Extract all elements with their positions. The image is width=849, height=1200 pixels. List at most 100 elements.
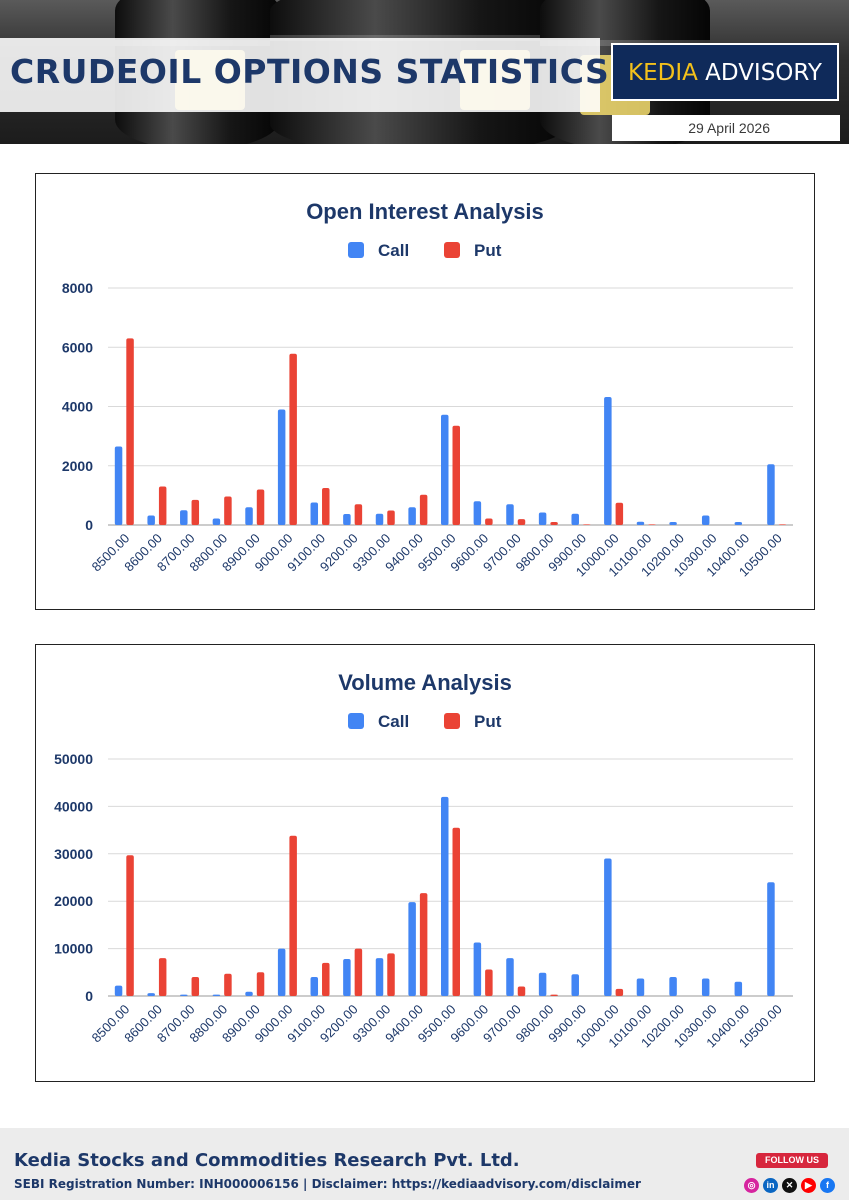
bar-put (452, 425, 460, 525)
bar-put (158, 486, 167, 525)
chart-title: Open Interest Analysis (306, 199, 544, 224)
bar-put (387, 953, 395, 996)
instagram-icon[interactable]: ◎ (744, 1178, 759, 1193)
bar-call (473, 942, 482, 996)
y-tick-label: 0 (85, 517, 93, 533)
bar-call (114, 985, 123, 996)
bar-put (550, 994, 558, 996)
bar-call (212, 994, 221, 996)
legend-swatch-put (444, 713, 460, 729)
follow-us-label: FOLLOW US (756, 1153, 828, 1168)
brand-logo: KEDIA ADVISORY (611, 43, 839, 101)
bar-call (571, 513, 579, 525)
open-interest-chart: Open Interest Analysis Call Put 0 2000 4000 60… (62, 199, 793, 579)
y-tick-label: 0 (85, 988, 93, 1004)
y-tick-label: 2000 (62, 458, 93, 474)
volume-chart-panel: Volume Analysis Call Put 0 10000 20000 30000 40… (35, 644, 815, 1082)
bar-call (701, 978, 710, 996)
chart-title: Volume Analysis (338, 670, 512, 695)
bar-put (615, 988, 624, 996)
bar-call (180, 510, 188, 525)
bar-call (767, 464, 775, 525)
bar-put (322, 962, 330, 996)
linkedin-icon[interactable]: in (763, 1178, 778, 1193)
bar-put (289, 835, 297, 996)
legend-label-call: Call (378, 241, 409, 260)
bar-call (375, 513, 384, 525)
bar-put (485, 518, 493, 525)
bar-call (277, 409, 286, 525)
bar-call (441, 796, 449, 996)
facebook-icon[interactable]: f (820, 1178, 835, 1193)
bar-call (212, 518, 221, 525)
bar-put (126, 338, 134, 525)
bar-call (473, 501, 482, 525)
bar-put (158, 958, 167, 996)
bar-put (224, 973, 232, 996)
legend-swatch-call (348, 242, 364, 258)
y-tick-label: 4000 (62, 399, 93, 415)
bar-call (669, 522, 677, 525)
bar-call (408, 507, 416, 525)
bar-call (245, 507, 253, 525)
bar-put (322, 487, 330, 525)
y-tick-label: 20000 (54, 893, 93, 909)
report-date: 29 April 2026 (688, 120, 770, 136)
y-tick-label: 10000 (54, 941, 93, 957)
legend-label-put: Put (474, 241, 502, 260)
x-icon[interactable]: ✕ (782, 1178, 797, 1193)
bar-put (550, 522, 558, 525)
bar-call (538, 512, 547, 525)
bar-put (256, 972, 265, 996)
bar-put (778, 524, 787, 525)
social-links: ◎ in ✕ ▶ f (744, 1178, 836, 1194)
bar-put (648, 524, 656, 525)
brand-primary: KEDIA (628, 60, 698, 86)
bar-call (245, 991, 253, 996)
y-tick-label: 8000 (62, 280, 93, 296)
youtube-icon[interactable]: ▶ (801, 1178, 816, 1193)
bar-call (343, 959, 351, 996)
bar-call (343, 514, 351, 525)
brand-secondary: ADVISORY (697, 60, 822, 86)
bar-put (452, 827, 460, 996)
bar-call (571, 974, 579, 996)
y-tick-label: 6000 (62, 339, 93, 355)
bar-put (289, 353, 297, 525)
bar-put (419, 494, 428, 525)
bar-put (419, 893, 428, 996)
page-title: CRUDEOIL OPTIONS STATISTICS (10, 52, 610, 91)
bar-call (506, 504, 514, 525)
bar-call (375, 958, 384, 996)
date-box: 29 April 2026 (612, 115, 840, 141)
bar-call (506, 958, 514, 996)
bar-call (310, 502, 319, 525)
y-tick-label: 40000 (54, 798, 93, 814)
bar-call (408, 902, 416, 996)
y-tick-label: 50000 (54, 751, 93, 767)
bar-call (701, 515, 710, 525)
bar-put (224, 496, 232, 525)
legend-swatch-put (444, 242, 460, 258)
bar-call (147, 993, 155, 996)
bar-put (517, 986, 526, 996)
bar-put (485, 969, 493, 996)
bar-put (256, 489, 265, 525)
bar-call (441, 414, 449, 525)
bar-call (604, 397, 612, 525)
volume-chart: Volume Analysis Call Put 0 10000 20000 30000 40… (54, 670, 793, 1050)
title-strip (0, 38, 600, 112)
bar-call (669, 977, 677, 996)
bar-put (191, 499, 200, 525)
bar-call (734, 522, 743, 525)
bar-call (277, 948, 286, 996)
bar-put (354, 948, 363, 996)
legend-label-call: Call (378, 712, 409, 731)
legend-swatch-call (348, 713, 364, 729)
bar-put (126, 855, 134, 996)
bar-put (387, 510, 395, 525)
follow-us-badge[interactable]: FOLLOW US (756, 1153, 828, 1169)
bar-call (114, 446, 123, 525)
legend-label-put: Put (474, 712, 502, 731)
header-banner: CRUDEOIL OPTIONS STATISTICS KEDIA ADVISO… (0, 0, 849, 144)
